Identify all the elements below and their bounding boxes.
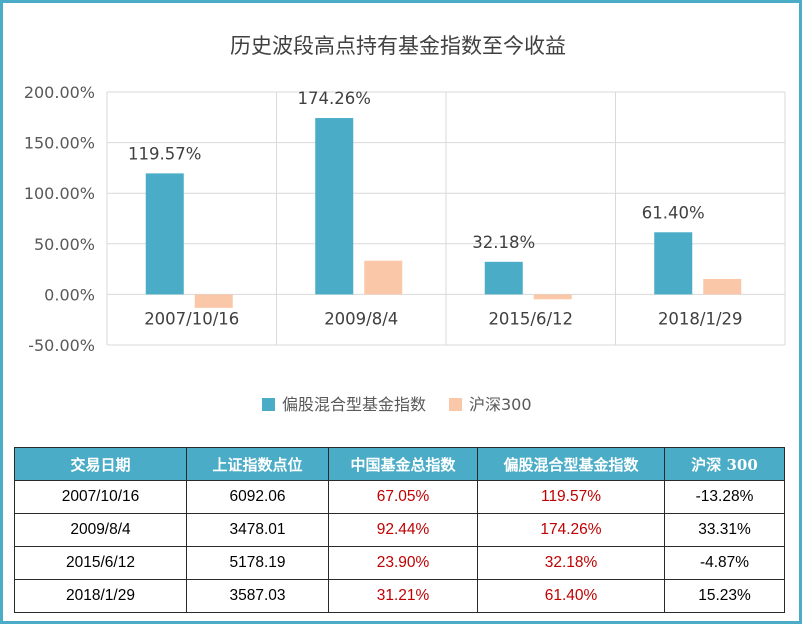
bar-csi300 bbox=[364, 260, 403, 295]
data-label: 32.18% bbox=[472, 233, 535, 252]
header-china-fund-index: 中国基金总指数 bbox=[328, 447, 478, 481]
cell-trade-date: 2015/6/12 bbox=[14, 546, 187, 580]
cell-china-fund-index: 31.21% bbox=[328, 579, 478, 613]
cell-sse-index: 3587.03 bbox=[186, 579, 329, 613]
cell-sse-index: 3478.01 bbox=[186, 513, 329, 547]
y-tick-label: 0.00% bbox=[44, 285, 95, 304]
bar-chart: -50.00% 0.00% 50.00% 100.00% 150.00% 200.00% 1… bbox=[24, 83, 786, 414]
bar-equity-hybrid-fund bbox=[145, 173, 184, 295]
y-tick-label: 200.00% bbox=[24, 83, 95, 102]
bar-csi300 bbox=[533, 294, 572, 300]
header-equity-hybrid-fund-index: 偏股混合型基金指数 bbox=[477, 447, 665, 481]
cell-equity-hybrid-fund-index: 119.57% bbox=[477, 480, 665, 514]
table-row: 2018/1/29 3587.03 31.21% 61.40% 15.23% bbox=[14, 579, 785, 613]
legend-label: 沪深300 bbox=[469, 395, 532, 414]
cell-china-fund-index: 67.05% bbox=[328, 480, 478, 514]
cell-csi300: 33.31% bbox=[664, 513, 785, 547]
cell-equity-hybrid-fund-index: 61.40% bbox=[477, 579, 665, 613]
legend-swatch bbox=[262, 398, 275, 411]
x-tick-label: 2009/8/4 bbox=[324, 309, 398, 328]
cell-csi300: -13.28% bbox=[664, 480, 785, 514]
header-trade-date: 交易日期 bbox=[14, 447, 187, 481]
bar-csi300 bbox=[194, 294, 233, 308]
cell-equity-hybrid-fund-index: 32.18% bbox=[477, 546, 665, 580]
table-row: 2009/8/4 3478.01 92.44% 174.26% 33.31% bbox=[14, 513, 785, 547]
x-tick-label: 2015/6/12 bbox=[488, 309, 573, 328]
bar-equity-hybrid-fund bbox=[315, 118, 354, 295]
bar-equity-hybrid-fund bbox=[654, 232, 693, 295]
y-tick-label: 100.00% bbox=[24, 184, 95, 203]
bar-csi300 bbox=[703, 278, 742, 295]
x-tick-label: 2018/1/29 bbox=[658, 309, 743, 328]
data-label: 119.57% bbox=[128, 144, 201, 163]
table-header-row: 交易日期 上证指数点位 中国基金总指数 偏股混合型基金指数 沪深 300 bbox=[14, 447, 785, 481]
y-tick-label: 150.00% bbox=[24, 134, 95, 153]
legend-label: 偏股混合型基金指数 bbox=[282, 395, 426, 414]
table-row: 2015/6/12 5178.19 23.90% 32.18% -4.87% bbox=[14, 546, 785, 580]
y-tick-label: 50.00% bbox=[34, 235, 95, 254]
cell-china-fund-index: 92.44% bbox=[328, 513, 478, 547]
data-label: 61.40% bbox=[642, 203, 705, 222]
cell-sse-index: 6092.06 bbox=[186, 480, 329, 514]
cell-china-fund-index: 23.90% bbox=[328, 546, 478, 580]
data-table: 交易日期 上证指数点位 中国基金总指数 偏股混合型基金指数 沪深 300 200… bbox=[14, 447, 785, 613]
data-label: 174.26% bbox=[298, 89, 371, 108]
cell-sse-index: 5178.19 bbox=[186, 546, 329, 580]
header-sse-index: 上证指数点位 bbox=[186, 447, 329, 481]
header-csi300: 沪深 300 bbox=[664, 447, 785, 481]
cell-csi300: 15.23% bbox=[664, 579, 785, 613]
table-row: 2007/10/16 6092.06 67.05% 119.57% -13.28… bbox=[14, 480, 785, 514]
cell-trade-date: 2018/1/29 bbox=[14, 579, 187, 613]
chart-title: 历史波段高点持有基金指数至今收益 bbox=[230, 34, 566, 58]
cell-equity-hybrid-fund-index: 174.26% bbox=[477, 513, 665, 547]
cell-trade-date: 2009/8/4 bbox=[14, 513, 187, 547]
x-tick-label: 2007/10/16 bbox=[144, 309, 239, 328]
bar-equity-hybrid-fund bbox=[484, 261, 523, 295]
cell-csi300: -4.87% bbox=[664, 546, 785, 580]
legend-swatch bbox=[449, 398, 462, 411]
cell-trade-date: 2007/10/16 bbox=[14, 480, 187, 514]
y-tick-label: -50.00% bbox=[28, 336, 95, 355]
